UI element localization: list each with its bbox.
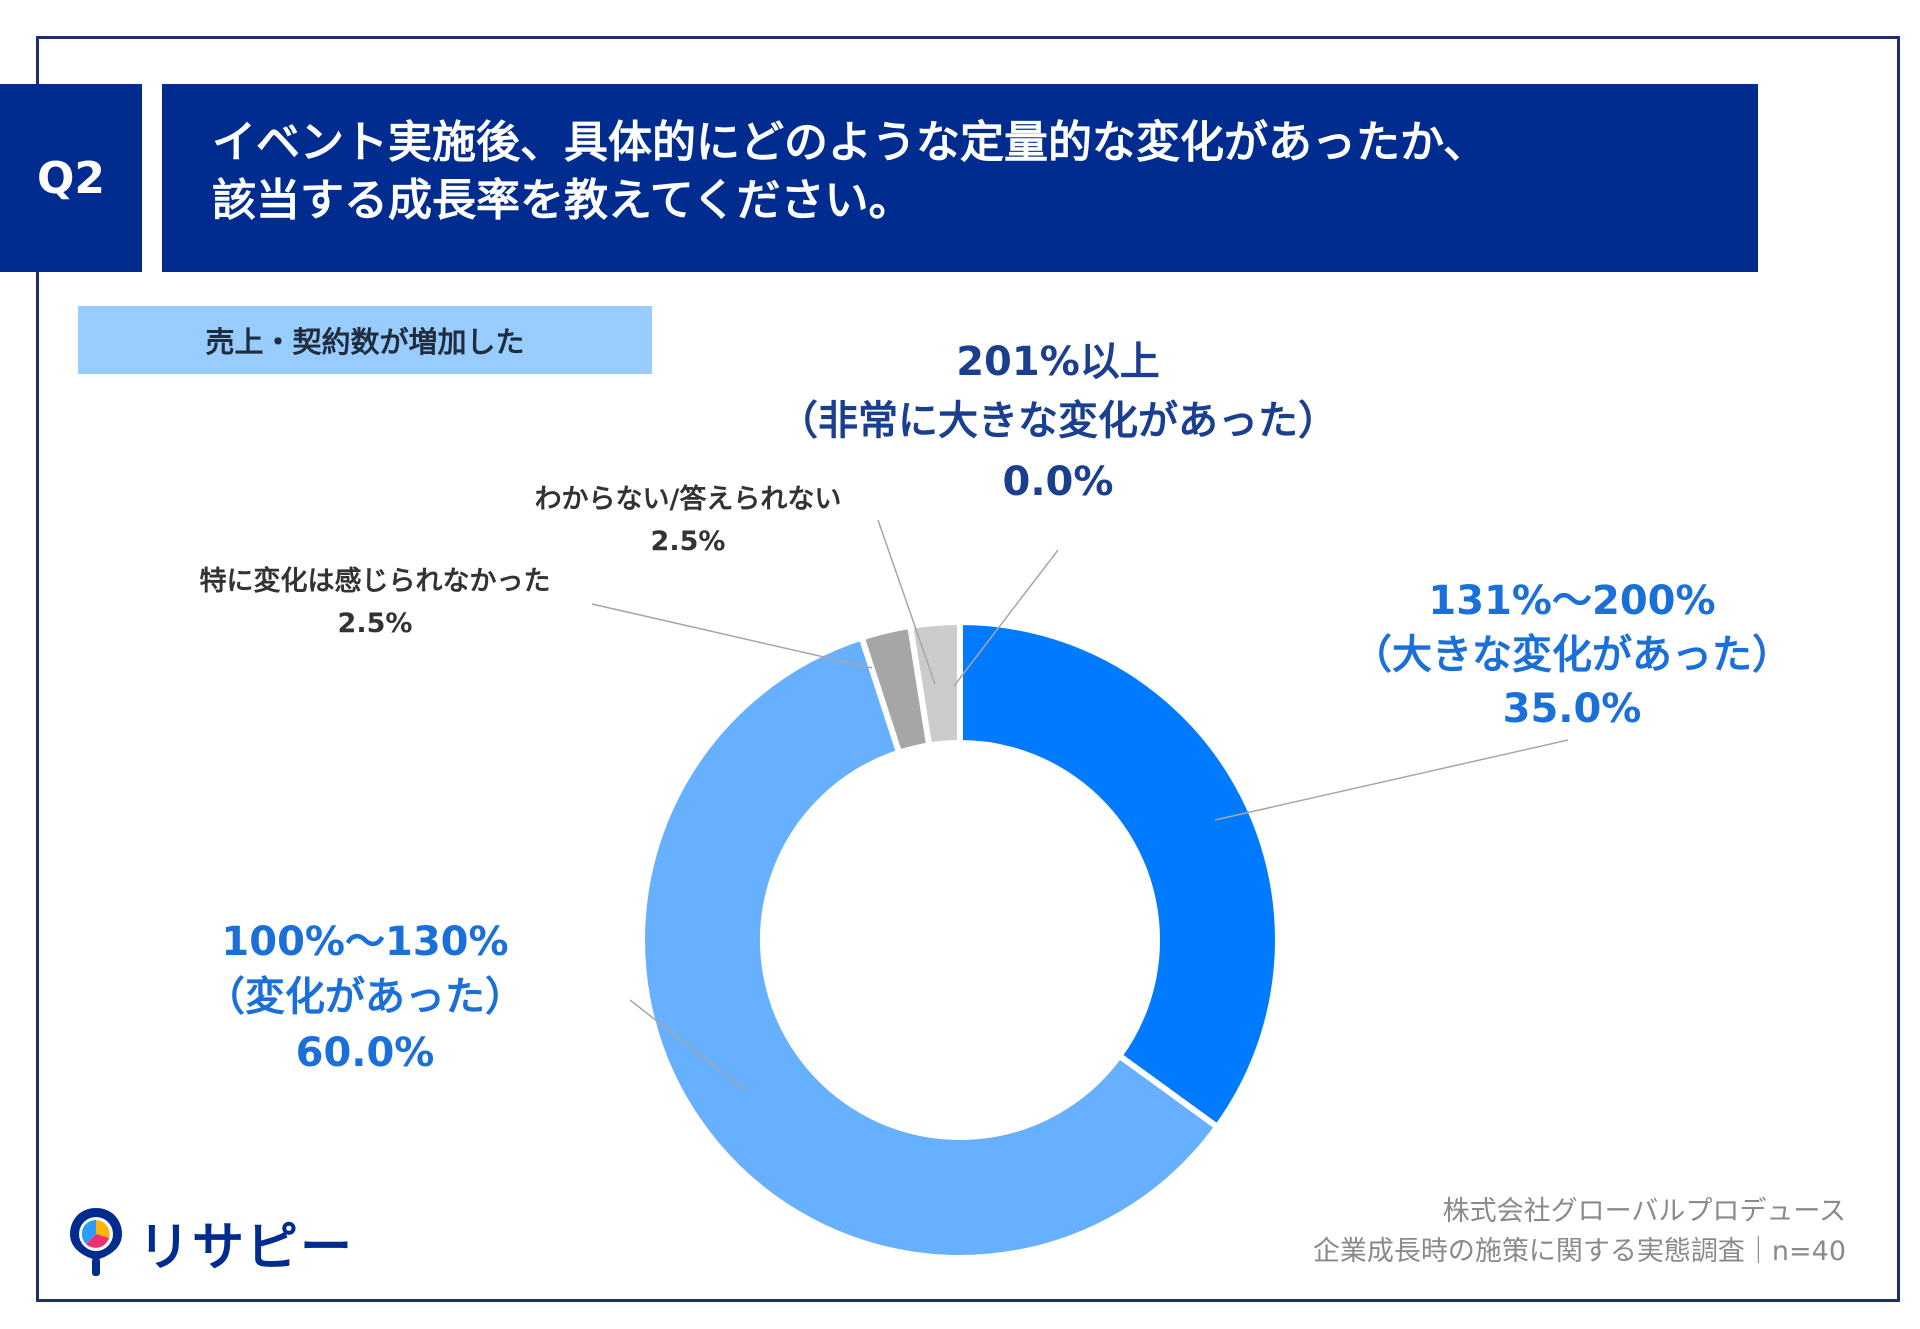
data-labels: 201%以上 （非常に大きな変化があった） 0.0% 131%～200% （大き… (200, 339, 1793, 1076)
label-100-130-range: 100%～130% (221, 919, 508, 965)
logo-text: リサピー (138, 1217, 355, 1278)
label-unknown-value: 2.5% (651, 526, 726, 557)
question-title-line-2: 該当する成長率を教えてください。 (212, 175, 913, 226)
label-no-change-text: 特に変化は感じられなかった (200, 565, 551, 597)
outer-frame (36, 36, 1900, 1302)
slice-100-130 (639, 634, 1221, 1261)
leader-131-200 (1214, 739, 1569, 821)
question-number-badge: Q2 (0, 84, 142, 272)
leader-201-over (953, 549, 1059, 687)
map-pin-icon (70, 1208, 122, 1276)
label-100-130-desc: （変化があった） (205, 974, 525, 1020)
label-201-over-range: 201%以上 (956, 339, 1160, 385)
label-131-200-value: 35.0% (1503, 686, 1642, 732)
donut-slices (639, 619, 1281, 1261)
leader-no-change (591, 603, 873, 669)
category-tag: 売上・契約数が増加した (78, 306, 652, 374)
footer-company: 株式会社グローバルプロデュース (1442, 1196, 1846, 1227)
footer-survey: 企業成長時の施策に関する実態調査｜n=40 (1312, 1236, 1846, 1267)
label-201-over-desc: （非常に大きな変化があった） (778, 398, 1338, 444)
label-unknown-text: わからない/答えられない (535, 483, 842, 515)
label-131-200-range: 131%～200% (1428, 578, 1715, 624)
label-201-over-value: 0.0% (1003, 459, 1114, 505)
question-title-line-1: イベント実施後、具体的にどのような定量的な変化があったか、 (212, 117, 1488, 168)
label-131-200-desc: （大きな変化があった） (1352, 632, 1792, 678)
leader-lines (591, 519, 1569, 1091)
risapy-logo: リサピー (66, 1204, 354, 1280)
slice-131-200 (957, 619, 1281, 1130)
label-100-130-value: 60.0% (296, 1030, 435, 1076)
source-footer: 株式会社グローバルプロデュース 企業成長時の施策に関する実態調査｜n=40 (1313, 1192, 1846, 1272)
question-title: イベント実施後、具体的にどのような定量的な変化があったか、 該当する成長率を教え… (162, 84, 1758, 272)
label-no-change-value: 2.5% (338, 608, 413, 639)
leader-unknown (877, 519, 936, 685)
leader-100-130 (629, 999, 746, 1091)
